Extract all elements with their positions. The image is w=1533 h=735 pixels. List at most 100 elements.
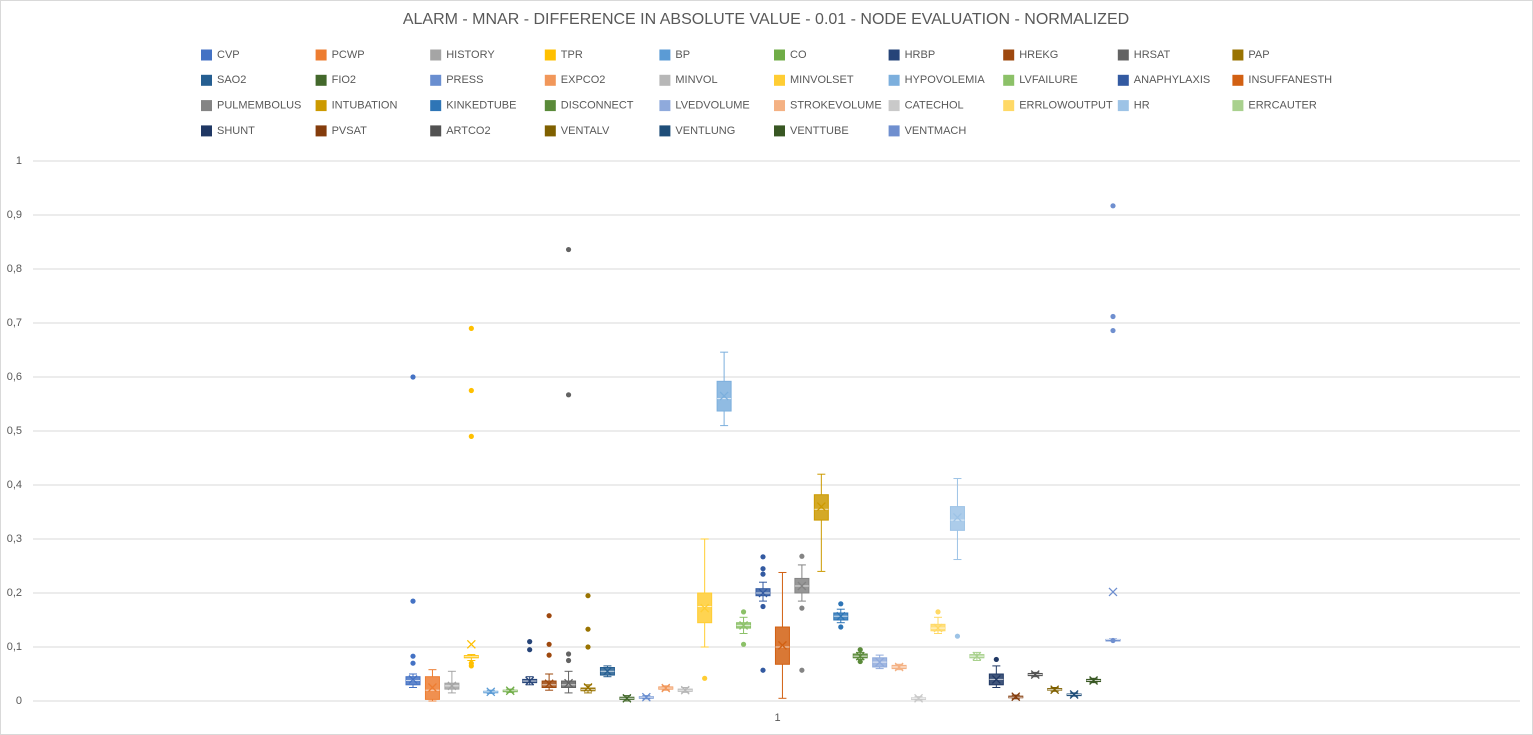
outlier — [799, 553, 805, 559]
outlier — [546, 641, 552, 647]
legend-label: ERRCAUTER — [1248, 100, 1317, 112]
mean-marker — [875, 657, 885, 667]
mean-marker — [972, 651, 982, 661]
legend-swatch — [430, 125, 442, 137]
outlier — [740, 609, 747, 615]
outlier — [468, 325, 474, 331]
legend-swatch — [659, 125, 671, 137]
mean-marker — [583, 683, 593, 692]
mean-marker — [1069, 690, 1079, 699]
mean-marker — [408, 674, 418, 684]
y-tick-label: 0,9 — [7, 209, 22, 221]
mean-marker — [1030, 670, 1040, 679]
legend-swatch — [888, 125, 900, 137]
legend-label: HRSAT — [1134, 49, 1171, 61]
mean-marker — [505, 686, 515, 696]
outlier — [410, 374, 416, 380]
mean-marker — [797, 581, 807, 591]
legend-label: CVP — [217, 49, 240, 61]
outlier — [740, 641, 747, 647]
legend-label: DISCONNECT — [561, 100, 634, 112]
y-tick-label: 0,4 — [7, 479, 22, 491]
outlier — [760, 554, 766, 560]
mean-marker — [991, 674, 1001, 684]
legend-label: CO — [790, 49, 807, 61]
legend-swatch — [659, 49, 671, 61]
legend-label: HRBP — [905, 49, 936, 61]
mean-marker — [622, 693, 632, 703]
mean-marker — [641, 692, 651, 702]
legend-label: HR — [1134, 100, 1150, 112]
mean-marker — [486, 687, 496, 697]
mean-marker — [758, 588, 768, 598]
mean-marker — [836, 611, 846, 621]
outlier — [1110, 313, 1116, 320]
legend-swatch — [1003, 100, 1015, 112]
legend-label: PAP — [1248, 49, 1269, 61]
legend-swatch — [774, 74, 785, 86]
y-tick-label: 0,1 — [7, 641, 22, 653]
legend-label: ERRLOWOUTPUT — [1019, 100, 1113, 112]
mean-marker — [525, 676, 535, 686]
chart-title: ALARM - MNAR - DIFFERENCE IN ABSOLUTE VA… — [403, 11, 1129, 28]
outlier — [760, 566, 766, 572]
legend-label: HYPOVOLEMIA — [905, 74, 986, 86]
mean-marker — [661, 683, 671, 693]
legend-swatch — [659, 74, 671, 86]
legend-swatch — [774, 125, 785, 137]
mean-marker — [816, 502, 826, 512]
mean-marker — [700, 603, 710, 613]
legend-swatch — [315, 74, 327, 86]
mean-marker — [564, 678, 574, 688]
legend-swatch — [544, 49, 556, 61]
legend-label: VENTTUBE — [790, 125, 849, 137]
mean-marker — [719, 391, 729, 401]
mean-marker — [447, 681, 457, 691]
legend-label: SHUNT — [217, 125, 255, 137]
legend-label: ANAPHYLAXIS — [1134, 74, 1210, 86]
legend-swatch — [1232, 100, 1244, 112]
mean-marker — [952, 512, 962, 522]
legend-label: INSUFFANESTH — [1248, 74, 1332, 86]
y-tick-label: 0,8 — [7, 263, 22, 275]
outlier — [760, 603, 766, 610]
mean-marker — [427, 683, 437, 692]
legend-swatch — [1003, 49, 1015, 61]
outlier — [527, 639, 533, 645]
legend-swatch — [544, 74, 556, 86]
legend-swatch — [315, 49, 327, 61]
legend-label: VENTALV — [561, 125, 610, 137]
outlier — [410, 653, 416, 659]
legend-swatch — [315, 125, 327, 137]
legend-label: TPR — [561, 49, 583, 61]
outlier — [1110, 637, 1116, 644]
mean-marker — [914, 693, 924, 703]
legend-label: VENTLUNG — [675, 125, 735, 137]
outlier — [935, 609, 941, 615]
outlier — [468, 660, 474, 666]
outlier — [993, 656, 999, 663]
outlier — [838, 601, 844, 607]
mean-marker — [1011, 692, 1021, 702]
legend-label: STROKEVOLUME — [790, 100, 882, 112]
legend-swatch — [1117, 100, 1129, 112]
mean-marker — [777, 640, 787, 650]
outlier — [760, 571, 766, 577]
outlier — [857, 658, 863, 665]
legend-swatch — [774, 49, 785, 61]
legend-swatch — [1232, 49, 1244, 61]
legend-label: HISTORY — [446, 49, 495, 61]
y-tick-label: 0,2 — [7, 587, 22, 599]
mean-marker — [894, 662, 904, 672]
y-tick-label: 0,7 — [7, 317, 22, 329]
legend-swatch — [430, 74, 442, 86]
legend-swatch — [659, 100, 671, 112]
legend-swatch — [1117, 49, 1129, 61]
mean-marker — [680, 685, 690, 695]
outlier — [799, 605, 805, 611]
legend-label: EXPCO2 — [561, 74, 606, 86]
outlier — [1110, 327, 1116, 334]
outlier — [565, 657, 572, 664]
